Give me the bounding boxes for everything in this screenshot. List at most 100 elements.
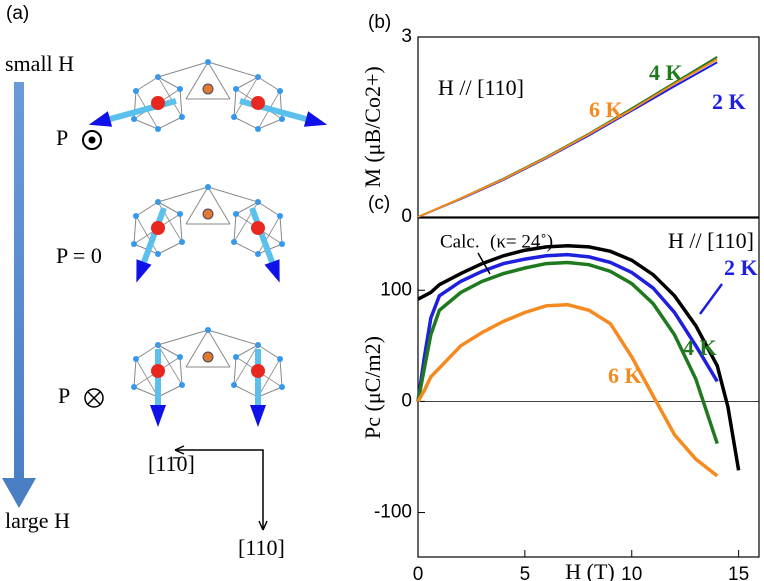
axes-arrows (174, 445, 268, 531)
bond (233, 344, 259, 386)
series-line (416, 260, 719, 445)
bond (135, 344, 159, 360)
cobalt (251, 96, 265, 110)
oxygen (279, 116, 285, 122)
oxygen (279, 384, 285, 390)
plot-frame (417, 217, 760, 558)
series-line (416, 302, 719, 478)
bond (233, 116, 259, 130)
oxygen (277, 88, 283, 94)
x-axis-label: H (T) (565, 559, 614, 581)
oxygen (233, 354, 239, 360)
oxygen (133, 356, 139, 362)
annotation: H // [110] (668, 228, 754, 253)
x-tick-label: 0 (413, 564, 424, 581)
bond (279, 215, 283, 245)
spin-head (303, 111, 328, 127)
out-of-plane-symbol (88, 136, 96, 144)
oxygen (179, 114, 185, 120)
cobalt (151, 364, 165, 378)
oxygen (179, 382, 185, 388)
x-tick-label: 10 (621, 564, 642, 581)
plot-frame (417, 36, 760, 218)
bond (135, 201, 159, 217)
bond (257, 386, 283, 398)
bond (157, 201, 181, 215)
bottom-label: large H (5, 508, 70, 533)
bond (157, 186, 209, 203)
bond (207, 329, 231, 368)
oxygen (231, 239, 237, 245)
spin-head (136, 259, 152, 283)
bond (157, 76, 183, 118)
y-tick-label: 0 (401, 206, 412, 227)
oxygen (155, 126, 161, 132)
oxygen (205, 59, 211, 65)
bond (157, 344, 183, 386)
y-axis-label: M (μB/Co2+) (360, 66, 385, 187)
series-label: Calc. (440, 231, 480, 252)
direction-label: [110] (238, 535, 285, 560)
field-arrow (14, 82, 24, 482)
bond (185, 329, 209, 368)
bond (279, 358, 283, 388)
bond (257, 118, 283, 130)
bond (257, 344, 281, 360)
series-line (416, 252, 719, 402)
y-tick-label: 100 (380, 279, 412, 300)
series-label: 6 K (589, 97, 623, 122)
y-tick-label: -100 (374, 502, 412, 523)
state-label: P (56, 125, 68, 150)
series-line (417, 244, 741, 471)
series-label: 2 K (724, 255, 758, 280)
bond (257, 358, 281, 398)
bond (257, 76, 281, 92)
leader (477, 252, 491, 275)
bond (157, 384, 183, 398)
bond (233, 384, 259, 398)
y-tick-label: 3 (401, 26, 412, 47)
oxygen (177, 86, 183, 92)
series-label: 6 K (608, 363, 642, 388)
bond (135, 358, 159, 398)
cobalt (251, 364, 265, 378)
bond (233, 213, 237, 243)
bond (157, 76, 181, 90)
spin-rod (239, 98, 307, 122)
panel-label: (a) (6, 3, 29, 24)
bond (207, 329, 259, 346)
oxygen (277, 356, 283, 362)
bond (157, 344, 181, 358)
oxygen (255, 126, 261, 132)
bond (157, 116, 183, 130)
series-line (417, 58, 718, 218)
bond (133, 358, 137, 388)
direction-label: [11̄0] (148, 451, 195, 476)
bond (233, 356, 237, 386)
spin-head (88, 111, 113, 127)
oxygen (131, 241, 137, 247)
out-of-plane-symbol (82, 130, 102, 150)
panel-label: (c) (368, 193, 390, 214)
bond (235, 344, 259, 358)
oxygen (177, 211, 183, 217)
annotation: (κ= 24˚) (490, 231, 553, 252)
bond (233, 241, 259, 255)
oxygen (205, 327, 211, 333)
oxygen (279, 241, 285, 247)
bond (207, 186, 231, 225)
state-label: P (58, 383, 70, 408)
bond (135, 215, 159, 255)
bond (233, 76, 259, 118)
tetra-center (202, 351, 214, 363)
tetra-center (202, 83, 214, 95)
oxygen (233, 211, 239, 217)
bond (135, 76, 159, 92)
oxygen (131, 116, 137, 122)
bond (185, 186, 209, 225)
cobalt (151, 96, 165, 110)
bond (133, 215, 137, 245)
annotation: H // [110] (438, 75, 524, 100)
oxygen (177, 354, 183, 360)
oxygen (233, 86, 239, 92)
